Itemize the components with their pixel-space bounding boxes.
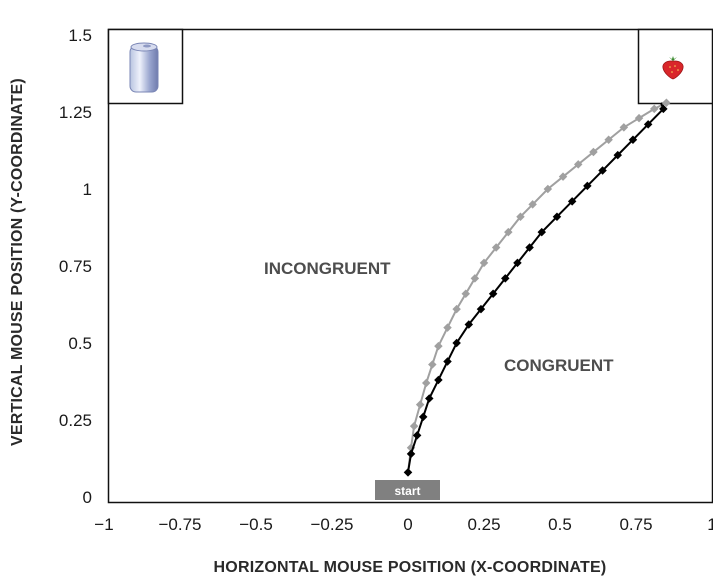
y-tick-label: 0	[83, 488, 92, 507]
series-point-1	[443, 357, 452, 366]
x-tick-label: −0.25	[310, 515, 353, 534]
y-tick-label: 0.5	[68, 334, 92, 353]
x-tick-label: 0.75	[619, 515, 652, 534]
x-tick-label: −0.75	[158, 515, 201, 534]
series-point-1	[418, 412, 428, 422]
series-layer	[403, 98, 671, 477]
start-label: start	[394, 484, 420, 498]
y-tick-label: 1.25	[59, 103, 92, 122]
x-tick-label: −1	[94, 515, 113, 534]
left-response-box	[107, 28, 184, 105]
start-box: start	[375, 480, 440, 500]
can-icon	[129, 42, 159, 93]
series-point-1	[452, 338, 461, 348]
tick-layer: −1 −0.75 −0.5 −0.25 0 0.25 0.5 0.75 1 0 0.25 0.5 0.7…	[59, 26, 713, 534]
series-point-1	[406, 449, 416, 459]
y-tick-label: 1.5	[68, 26, 92, 45]
plot-frame	[107, 28, 713, 504]
series-point-1	[403, 468, 413, 477]
series-point-1	[464, 320, 474, 329]
y-tick-label: 0.75	[59, 257, 92, 276]
series-point-0	[470, 274, 480, 283]
strawberry-icon	[662, 56, 684, 80]
x-axis-title: HORIZONTAL MOUSE POSITION (X-COORDINATE)	[214, 559, 607, 576]
series-point-0	[409, 421, 419, 431]
series-point-1	[488, 289, 498, 298]
series-point-1	[476, 304, 486, 314]
y-tick-label: 0.25	[59, 411, 92, 430]
right-response-box	[637, 28, 713, 105]
series-point-1	[501, 274, 510, 283]
series-point-1	[513, 258, 522, 268]
series-point-0	[491, 243, 501, 252]
series-point-0	[428, 360, 437, 369]
y-tick-label: 1	[83, 180, 92, 199]
series-point-0	[415, 400, 425, 409]
series-point-0	[504, 227, 513, 237]
x-tick-label: 0.25	[467, 515, 500, 534]
series-point-1	[412, 431, 422, 440]
x-tick-label: 0	[403, 515, 412, 534]
series-point-1	[425, 394, 434, 403]
series-point-0	[443, 323, 452, 332]
series-point-0	[461, 289, 471, 298]
congruent-label: CONGRUENT	[504, 356, 614, 375]
series-point-0	[479, 258, 489, 268]
x-tick-label: −0.5	[239, 515, 273, 534]
incongruent-label: INCONGRUENT	[264, 259, 391, 278]
series-point-1	[434, 375, 443, 385]
x-tick-label: 0.5	[548, 515, 572, 534]
x-tick-label: 1	[707, 515, 713, 534]
y-axis-title: VERTICAL MOUSE POSITION (Y-COORDINATE)	[9, 78, 26, 446]
series-point-0	[421, 378, 431, 388]
series-end-connector-1	[660, 102, 665, 110]
series-point-0	[452, 304, 461, 314]
series-point-0	[434, 341, 443, 351]
